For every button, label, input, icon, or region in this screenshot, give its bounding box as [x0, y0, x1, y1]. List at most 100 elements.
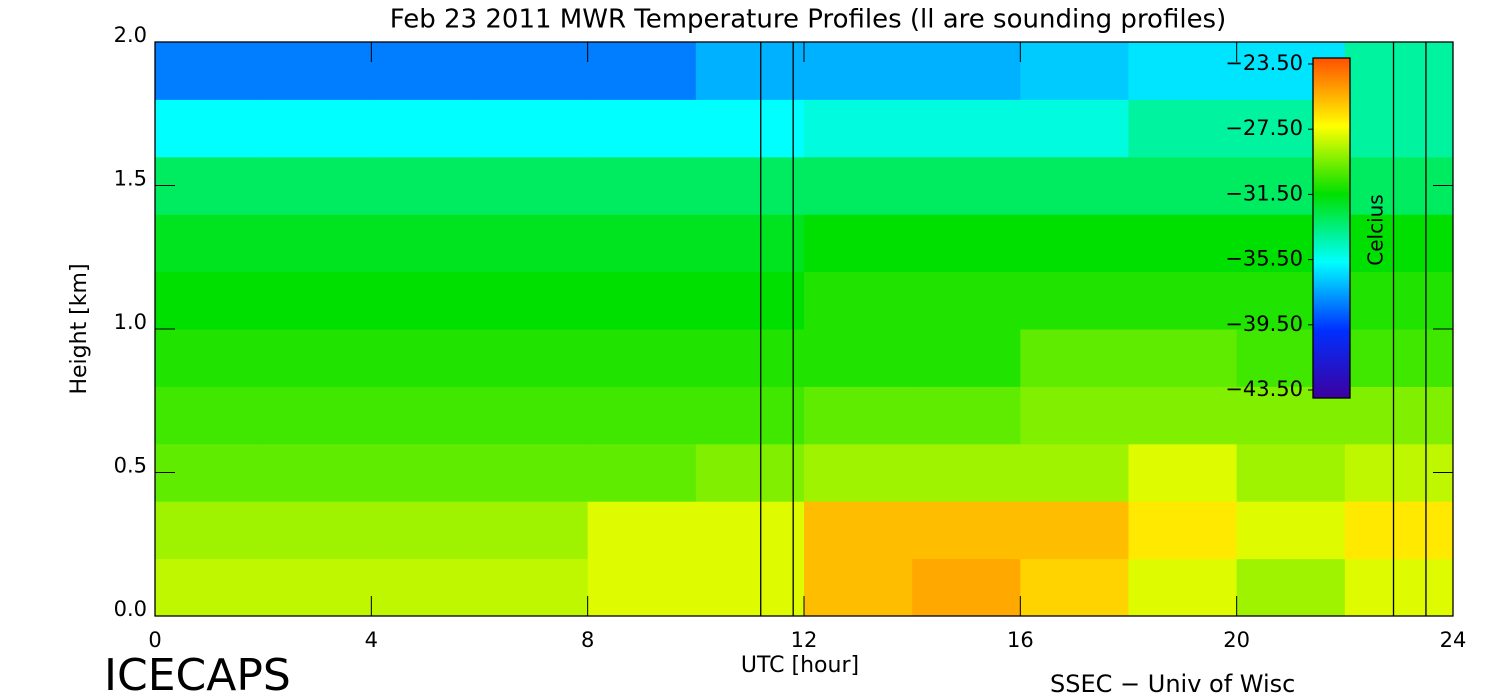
contour-cell: [155, 501, 264, 560]
contour-cell: [912, 443, 1021, 502]
contour-cell: [695, 42, 805, 100]
contour-cell: [1020, 271, 1129, 330]
y-tick-label: 0.5: [114, 454, 147, 478]
contour-cell: [479, 386, 589, 445]
contour-cell: [1344, 501, 1453, 560]
contour-cell: [263, 99, 372, 158]
x-tick-label: 8: [581, 628, 594, 652]
contour-cell: [695, 214, 805, 273]
contour-cell: [155, 42, 264, 100]
contour-cell: [587, 271, 697, 330]
contour-cell: [479, 42, 589, 100]
contour-cell: [695, 271, 805, 330]
contour-cell: [263, 558, 372, 616]
contour-cell: [804, 214, 913, 273]
contour-cell: [695, 501, 805, 560]
contour-cell: [479, 271, 589, 330]
contour-cell: [371, 271, 480, 330]
x-tick-label: 12: [791, 628, 818, 652]
contour-cell: [912, 501, 1021, 560]
contour-cell: [587, 386, 697, 445]
contour-cell: [263, 214, 372, 273]
contour-cell: [1128, 443, 1238, 502]
colorbar-tick-label: −27.50: [1225, 116, 1303, 140]
contour-cell: [804, 271, 913, 330]
x-tick-label: 4: [365, 628, 378, 652]
contour-cell: [912, 271, 1021, 330]
contour-cell: [371, 443, 480, 502]
contour-cell: [1128, 99, 1238, 158]
contour-cell: [479, 214, 589, 273]
contour-cell: [371, 42, 480, 100]
contour-cell: [912, 214, 1021, 273]
contour-cell: [371, 558, 480, 616]
contour-cell: [1128, 329, 1238, 387]
contour-cell: [695, 443, 805, 502]
contour-cell: [695, 386, 805, 445]
chart-title: Feb 23 2011 MWR Temperature Profiles (ll…: [390, 5, 1227, 35]
contour-cell: [804, 443, 913, 502]
contour-field: [155, 42, 1453, 616]
contour-cell: [1344, 386, 1453, 445]
contour-cell: [1128, 501, 1238, 560]
colorbar-tick-label: −43.50: [1225, 377, 1303, 401]
contour-cell: [912, 386, 1021, 445]
contour-cell: [1020, 558, 1129, 616]
contour-cell: [587, 501, 697, 560]
colorbar: [1312, 57, 1351, 399]
y-tick-label: 2.0: [114, 23, 147, 47]
colorbar-tick-label: −35.50: [1225, 247, 1303, 271]
contour-cell: [1020, 501, 1129, 560]
y-tick-label: 1.5: [114, 167, 147, 191]
contour-cell: [1020, 386, 1129, 445]
contour-cell: [695, 329, 805, 387]
colorbar-tick-label: −31.50: [1225, 181, 1303, 205]
contour-cell: [371, 214, 480, 273]
contour-cell: [804, 558, 913, 616]
contour-cell: [1020, 443, 1129, 502]
contour-cell: [804, 329, 913, 387]
contour-cell: [912, 42, 1021, 100]
contour-cell: [371, 329, 480, 387]
contour-cell: [155, 329, 264, 387]
contour-cell: [587, 99, 697, 158]
x-tick-label: 0: [148, 628, 161, 652]
contour-cell: [371, 99, 480, 158]
contour-cell: [1020, 329, 1129, 387]
contour-cell: [263, 386, 372, 445]
contour-cell: [912, 329, 1021, 387]
x-tick-label: 24: [1440, 628, 1467, 652]
x-tick-label: 20: [1223, 628, 1250, 652]
contour-cell: [155, 214, 264, 273]
contour-cell: [371, 156, 480, 215]
contour-cell: [804, 42, 913, 100]
contour-cell: [1128, 271, 1238, 330]
contour-cell: [1020, 214, 1129, 273]
contour-cell: [804, 501, 913, 560]
contour-cell: [1128, 156, 1238, 215]
contour-cell: [155, 558, 264, 616]
contour-cell: [479, 558, 589, 616]
contour-cell: [695, 99, 805, 158]
y-tick-label: 1.0: [114, 310, 147, 334]
contour-cell: [479, 99, 589, 158]
contour-cell: [155, 99, 264, 158]
contour-cell: [1236, 501, 1346, 560]
contour-cell: [479, 443, 589, 502]
colorbar-tick-label: −39.50: [1225, 312, 1303, 336]
left-footer: ICECAPS: [104, 650, 291, 700]
contour-cell: [695, 558, 805, 616]
contour-cell: [587, 329, 697, 387]
y-axis-label: Height [km]: [67, 263, 92, 394]
contour-cell: [587, 558, 697, 616]
contour-cell: [1128, 214, 1238, 273]
contour-cell: [1344, 329, 1453, 387]
contour-cell: [1020, 42, 1129, 100]
contour-cell: [804, 156, 913, 215]
contour-cell: [1236, 558, 1346, 616]
contour-cell: [479, 501, 589, 560]
contour-cell: [263, 156, 372, 215]
contour-cell: [1344, 214, 1453, 273]
contour-cell: [1344, 558, 1453, 616]
contour-cell: [263, 443, 372, 502]
